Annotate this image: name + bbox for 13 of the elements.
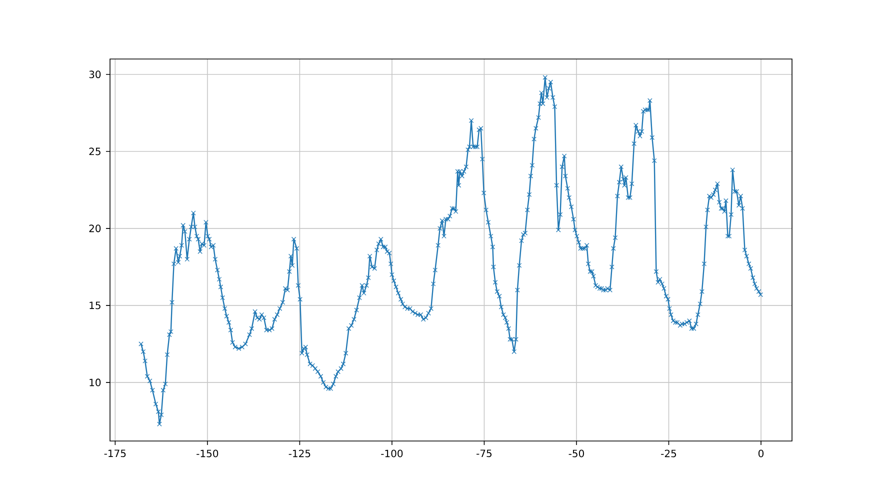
x-tick-label: -100 [381, 450, 403, 458]
x-tick-label: -175 [104, 450, 126, 458]
x-tick-label: -50 [568, 450, 584, 458]
y-tick-label: 30 [89, 70, 101, 78]
x-tick-label: -125 [288, 450, 310, 458]
x-tick-label: 0 [758, 450, 764, 458]
y-tick-label: 25 [89, 148, 100, 156]
y-tick-label: 15 [90, 302, 100, 310]
y-tick-label: 20 [89, 224, 101, 232]
x-tick-label: -150 [196, 450, 218, 458]
x-tick-label: -75 [476, 450, 492, 458]
x-tick-label: -25 [661, 450, 676, 458]
y-tick-label: 10 [90, 378, 101, 386]
